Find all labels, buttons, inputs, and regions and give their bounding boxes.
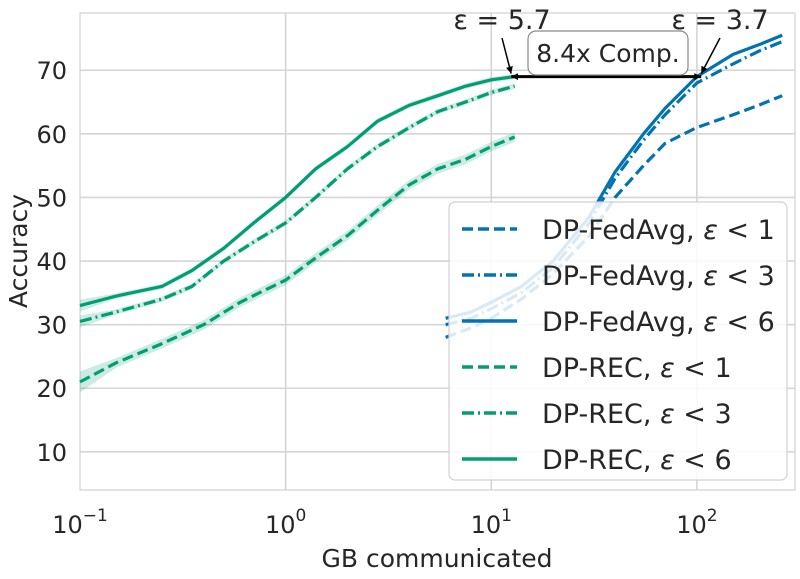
- legend-label-4: DP-REC, ε < 3: [542, 399, 732, 430]
- y-tick-labels: 10 20 30 40 50 60 70: [36, 57, 67, 467]
- y-tick-label-30: 30: [36, 312, 67, 340]
- y-tick-label-40: 40: [36, 248, 67, 276]
- y-tick-label-60: 60: [36, 121, 67, 149]
- x-axis-label: GB communicated: [322, 544, 553, 573]
- y-axis-label: Accuracy: [4, 194, 33, 308]
- y-tick-label-50: 50: [36, 184, 67, 212]
- x-tick-label-0: 10−1: [52, 506, 108, 539]
- x-tick-label-2: 101: [471, 506, 512, 539]
- compression-annotation: 8.4x Comp.: [511, 30, 702, 81]
- series-line-3: [79, 135, 516, 384]
- legend-label-5: DP-REC, ε < 6: [542, 445, 732, 476]
- x-tick-labels: 10−1 100 101 102: [52, 506, 717, 539]
- legend-label-3: DP-REC, ε < 1: [542, 353, 732, 384]
- legend-box: [448, 201, 788, 481]
- x-tick-label-1: 100: [265, 506, 306, 539]
- epsilon-right-label: ε = 3.7: [671, 5, 768, 36]
- series-line-4: [79, 84, 516, 324]
- epsilon-left-label: ε = 5.7: [453, 5, 550, 36]
- epsilon-left-arrow: [501, 37, 513, 74]
- legend-label-0: DP-FedAvg, ε < 1: [542, 215, 775, 246]
- confidence-bands: [80, 73, 515, 393]
- band-3: [80, 132, 515, 393]
- compression-box: [527, 30, 689, 76]
- legend-label-2: DP-FedAvg, ε < 6: [542, 307, 775, 338]
- epsilon-right-annotation: ε = 3.7: [671, 5, 769, 74]
- y-tick-label-70: 70: [36, 57, 67, 85]
- y-tick-label-10: 10: [36, 439, 67, 467]
- compression-label: 8.4x Comp.: [536, 39, 679, 68]
- legend: DP-FedAvg, ε < 1 DP-FedAvg, ε < 3 DP-FedAv…: [448, 201, 788, 481]
- x-tick-label-3: 102: [676, 506, 717, 539]
- epsilon-left-annotation: ε = 5.7: [453, 5, 551, 74]
- legend-label-1: DP-FedAvg, ε < 3: [542, 261, 775, 292]
- y-tick-label-20: 20: [36, 375, 67, 403]
- epsilon-right-arrow: [700, 37, 721, 74]
- series-line-5: [79, 75, 515, 308]
